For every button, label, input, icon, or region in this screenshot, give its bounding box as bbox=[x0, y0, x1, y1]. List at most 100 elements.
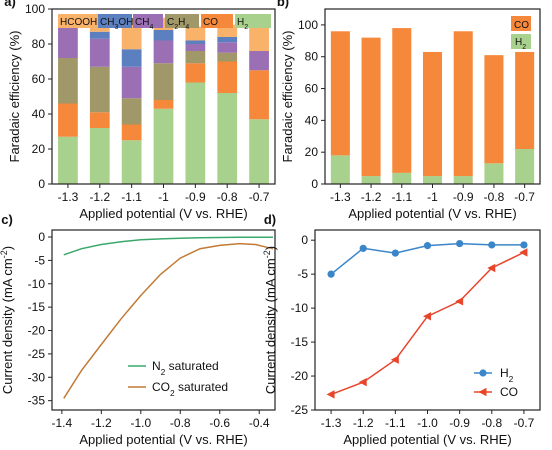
bar-segment-h2 bbox=[249, 119, 269, 184]
legend-swatch-hcooh bbox=[58, 14, 98, 28]
panel-d-line-chart: -1.3 -1.2 -1.1 -1.0 -0.9 -0.8 -0.7 0 -5 -10 -15 -20… bbox=[262, 212, 541, 447]
bar-segment-ch4 bbox=[153, 40, 174, 64]
data-point bbox=[327, 270, 335, 278]
y-tick-label: -15 bbox=[28, 300, 46, 314]
y-tick-label: 60 bbox=[305, 82, 319, 96]
y-tick-label: -20 bbox=[291, 369, 309, 383]
legend-label-hcooh: HCOOH bbox=[60, 17, 97, 28]
bar-segment-co bbox=[58, 103, 78, 137]
bar-segment-c2h4 bbox=[153, 63, 174, 100]
legend-swatch-co bbox=[201, 14, 233, 28]
data-point bbox=[326, 390, 335, 399]
bar-segment-c2h4 bbox=[121, 98, 142, 125]
x-tick-label: -1.1 bbox=[391, 190, 412, 204]
panel-b-frame bbox=[324, 8, 541, 185]
bar-segment-c2h4 bbox=[217, 52, 238, 62]
legend-label-1: CO bbox=[500, 385, 518, 399]
y-tick-label: 60 bbox=[32, 72, 46, 86]
x-tick-label: -1 bbox=[427, 190, 438, 204]
x-tick-label: -1.1 bbox=[385, 416, 406, 430]
bar-segment-h2 bbox=[392, 172, 412, 184]
x-tick-label: -1.0 bbox=[130, 416, 151, 430]
bar-segment-h2 bbox=[58, 136, 78, 184]
x-tick-label: -0.7 bbox=[249, 190, 270, 204]
bar-segment-co bbox=[422, 51, 443, 177]
y-axis-label: Faradaic efficiency (%) bbox=[7, 31, 22, 163]
legend-label-0: N2 saturated bbox=[152, 359, 219, 377]
x-axis-label: Applied potential (V vs. RHE) bbox=[348, 206, 516, 221]
panel-a-frame bbox=[51, 8, 276, 185]
bar-segment-co bbox=[153, 100, 174, 109]
x-tick-label: -1.2 bbox=[91, 416, 112, 430]
bar-segment-ch4 bbox=[249, 51, 269, 71]
panel-c-frame bbox=[51, 229, 276, 411]
panel-letter: c) bbox=[1, 212, 13, 227]
x-tick-label: -0.6 bbox=[209, 416, 230, 430]
y-tick-label: -15 bbox=[291, 335, 309, 349]
bar-segment-h2 bbox=[153, 108, 174, 184]
bar-segment-h2 bbox=[361, 176, 381, 184]
bar-segment-h2 bbox=[484, 163, 504, 184]
data-point bbox=[519, 248, 528, 257]
bar-segment-hcooh bbox=[185, 26, 206, 41]
legend-swatch-c2h4 bbox=[165, 14, 199, 28]
data-point bbox=[456, 239, 464, 248]
bar-segment-co bbox=[330, 31, 350, 156]
series-line-co2-saturated bbox=[63, 242, 274, 399]
x-tick-label: -0.7 bbox=[514, 190, 535, 204]
x-tick-label: -1.1 bbox=[121, 190, 142, 204]
bar-segment-co bbox=[453, 31, 473, 177]
bar-segment-co bbox=[484, 55, 504, 164]
y-tick-label: 80 bbox=[32, 37, 46, 51]
bar-segment-co bbox=[217, 61, 238, 93]
bar-segment-ch3oh bbox=[89, 31, 110, 39]
x-tick-label: -0.8 bbox=[217, 190, 238, 204]
y-tick-label: -10 bbox=[291, 301, 309, 315]
y-tick-label: 0 bbox=[38, 177, 45, 191]
bar-segment-c2h4 bbox=[89, 66, 110, 113]
bar-segment-co bbox=[361, 37, 381, 177]
legend-marker-0 bbox=[479, 369, 487, 377]
x-tick-label: -0.8 bbox=[484, 190, 505, 204]
bar-segment-h2 bbox=[453, 176, 473, 184]
legend-swatch-co bbox=[511, 16, 531, 31]
data-point bbox=[358, 377, 367, 387]
x-tick-label: -1.2 bbox=[89, 190, 110, 204]
legend-swatch-ch4 bbox=[133, 14, 163, 28]
legend-label-h2: H2 bbox=[515, 37, 526, 51]
y-tick-label: -20 bbox=[28, 324, 46, 338]
y-axis-label: Faradaic efficiency (%) bbox=[280, 31, 295, 163]
x-tick-label: -1.2 bbox=[353, 416, 374, 430]
y-tick-label: -5 bbox=[34, 253, 45, 267]
data-point bbox=[359, 244, 367, 252]
bar-segment-ch4 bbox=[185, 44, 206, 51]
y-tick-label: -25 bbox=[28, 347, 46, 361]
legend-swatch-ch3oh bbox=[98, 14, 132, 28]
bar-segment-h2 bbox=[121, 140, 142, 184]
bar-segment-co bbox=[89, 112, 110, 128]
legend-label-h2: H2 bbox=[237, 17, 248, 31]
bar-segment-ch4 bbox=[89, 38, 110, 67]
y-axis-label: Current density (mA cm-2) bbox=[262, 246, 278, 394]
data-point bbox=[487, 263, 496, 273]
x-axis-label: Applied potential (V vs. RHE) bbox=[79, 206, 247, 221]
bar-segment-ch3oh bbox=[217, 37, 238, 43]
y-axis-label: Current density (mA cm-2) bbox=[0, 246, 15, 394]
x-tick-label: -0.8 bbox=[481, 416, 502, 430]
x-axis-label: Applied potential (V vs. RHE) bbox=[343, 432, 511, 447]
legend-label-1: CO2 saturated bbox=[152, 380, 228, 398]
bar-segment-hcooh bbox=[89, 24, 110, 32]
bar-segment-ch3oh bbox=[153, 30, 174, 41]
bar-segment-h2 bbox=[217, 93, 238, 184]
bar-segment-ch3oh bbox=[121, 49, 142, 67]
y-tick-label: 100 bbox=[298, 18, 318, 32]
y-tick-label: 20 bbox=[32, 142, 46, 156]
panel-c-line-chart: -1.4 -1.2 -1.0 -0.8 -0.6 -0.4 0 -5 -10 -15 -20 -25 -… bbox=[0, 212, 276, 447]
y-tick-label: 0 bbox=[38, 230, 45, 244]
legend-label-ch3oh: CH3OH bbox=[100, 17, 133, 31]
series-line-co bbox=[330, 251, 525, 396]
y-tick-label: -10 bbox=[28, 277, 46, 291]
bar-segment-ch4 bbox=[58, 26, 78, 58]
y-tick-label: -5 bbox=[297, 267, 308, 281]
